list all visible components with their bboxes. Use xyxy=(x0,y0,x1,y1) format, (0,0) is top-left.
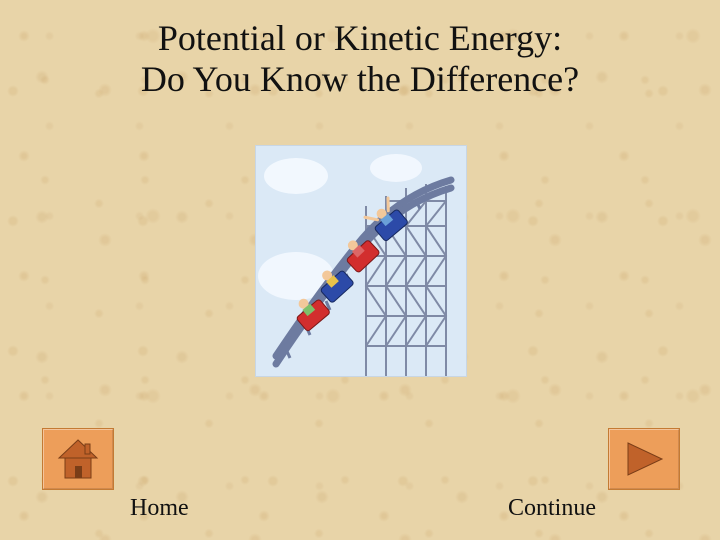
roller-coaster-svg xyxy=(256,146,466,376)
roller-coaster-illustration xyxy=(255,145,467,377)
continue-button[interactable] xyxy=(608,428,680,490)
title-line-1: Potential or Kinetic Energy: xyxy=(0,18,720,59)
slide: Potential or Kinetic Energy: Do You Know… xyxy=(0,0,720,540)
home-label: Home xyxy=(130,495,189,522)
play-icon xyxy=(622,439,666,479)
house-icon xyxy=(55,438,101,480)
slide-title: Potential or Kinetic Energy: Do You Know… xyxy=(0,18,720,101)
title-line-2: Do You Know the Difference? xyxy=(0,59,720,100)
home-button[interactable] xyxy=(42,428,114,490)
continue-label: Continue xyxy=(508,495,596,522)
